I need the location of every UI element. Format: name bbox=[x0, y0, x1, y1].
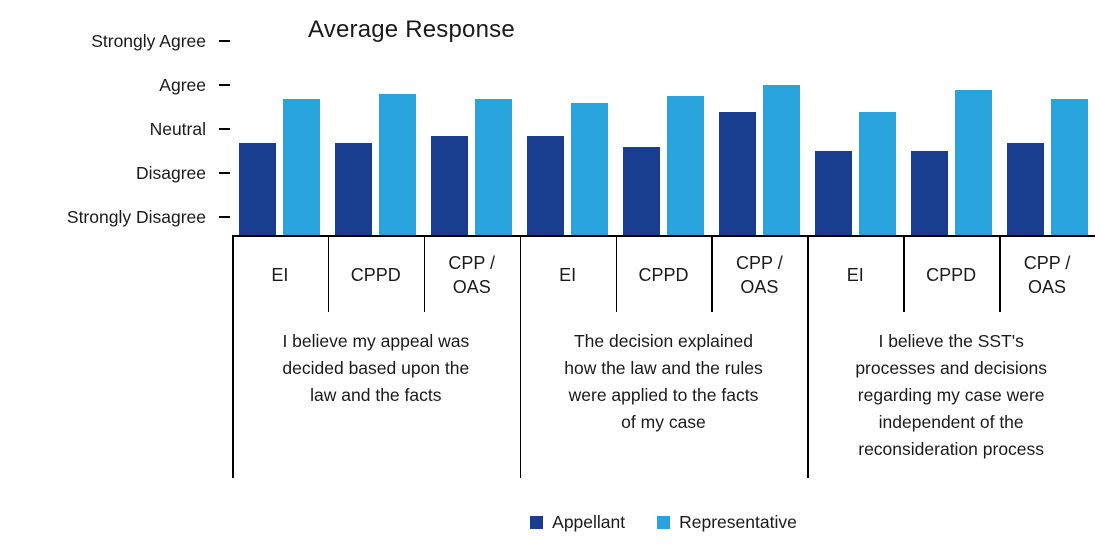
legend-swatch-appellant bbox=[530, 516, 544, 529]
category-label: CPPD bbox=[638, 264, 689, 285]
category-separator-line bbox=[903, 235, 905, 312]
y-axis-tick-mark bbox=[219, 216, 230, 219]
bar-appellant bbox=[814, 151, 852, 235]
chart-legend: Appellant Representative bbox=[232, 512, 1095, 533]
y-axis-tick-mark bbox=[219, 84, 230, 87]
question-label: I believe the SST's processes and decisi… bbox=[855, 331, 1047, 459]
y-axis-tick-mark bbox=[219, 128, 230, 131]
legend-label: Appellant bbox=[552, 512, 626, 532]
category-separator-line bbox=[711, 235, 713, 312]
x-axis-line bbox=[232, 235, 1095, 237]
bar-representative bbox=[1050, 98, 1088, 235]
bar-appellant bbox=[239, 142, 277, 235]
bar-representative bbox=[571, 103, 609, 235]
category-separator-line bbox=[423, 235, 426, 312]
bar-representative bbox=[283, 98, 321, 235]
legend-item-appellant: Appellant bbox=[530, 512, 625, 533]
bar-representative bbox=[762, 85, 800, 235]
category-label: CPP / OAS bbox=[736, 252, 783, 297]
legend-item-representative: Representative bbox=[657, 512, 797, 533]
question-label: I believe my appeal was decided based up… bbox=[282, 331, 470, 405]
y-axis-label: Strongly Agree bbox=[91, 31, 206, 52]
y-axis-label: Neutral bbox=[149, 119, 206, 140]
bar-appellant bbox=[431, 136, 469, 235]
bar-representative bbox=[379, 94, 417, 235]
bar-representative bbox=[954, 89, 992, 235]
question-label: The decision explained how the law and t… bbox=[564, 331, 763, 432]
category-label: CPP / OAS bbox=[1023, 252, 1071, 297]
category-label: CPP / OAS bbox=[448, 252, 496, 297]
bar-appellant bbox=[1006, 142, 1044, 235]
bar-appellant bbox=[623, 147, 660, 235]
bar-representative bbox=[475, 98, 513, 235]
category-separator-line bbox=[327, 235, 330, 312]
bar-appellant bbox=[335, 142, 373, 235]
bar-representative bbox=[858, 111, 896, 235]
bar-appellant bbox=[527, 136, 565, 235]
category-label: CPPD bbox=[926, 264, 977, 285]
bar-representative bbox=[667, 96, 704, 235]
group-separator-line bbox=[232, 235, 234, 478]
legend-swatch-representative bbox=[657, 516, 671, 529]
bar-appellant bbox=[910, 151, 948, 235]
y-axis-tick-mark bbox=[219, 40, 230, 43]
y-axis-label: Strongly Disagree bbox=[66, 207, 206, 228]
category-separator-line bbox=[999, 235, 1001, 312]
chart-title: Average Response bbox=[308, 16, 515, 43]
category-separator-line bbox=[615, 235, 618, 312]
category-label: EI bbox=[271, 264, 289, 285]
category-label: CPPD bbox=[350, 264, 401, 285]
category-label: EI bbox=[559, 264, 577, 285]
category-label: EI bbox=[846, 264, 864, 285]
y-axis-label: Disagree bbox=[135, 163, 206, 184]
y-axis-label: Agree bbox=[159, 75, 206, 96]
legend-label: Representative bbox=[679, 512, 797, 532]
y-axis-tick-mark bbox=[219, 172, 230, 175]
group-separator-line bbox=[807, 235, 809, 478]
group-separator-line bbox=[519, 235, 522, 478]
bar-appellant bbox=[718, 111, 756, 235]
